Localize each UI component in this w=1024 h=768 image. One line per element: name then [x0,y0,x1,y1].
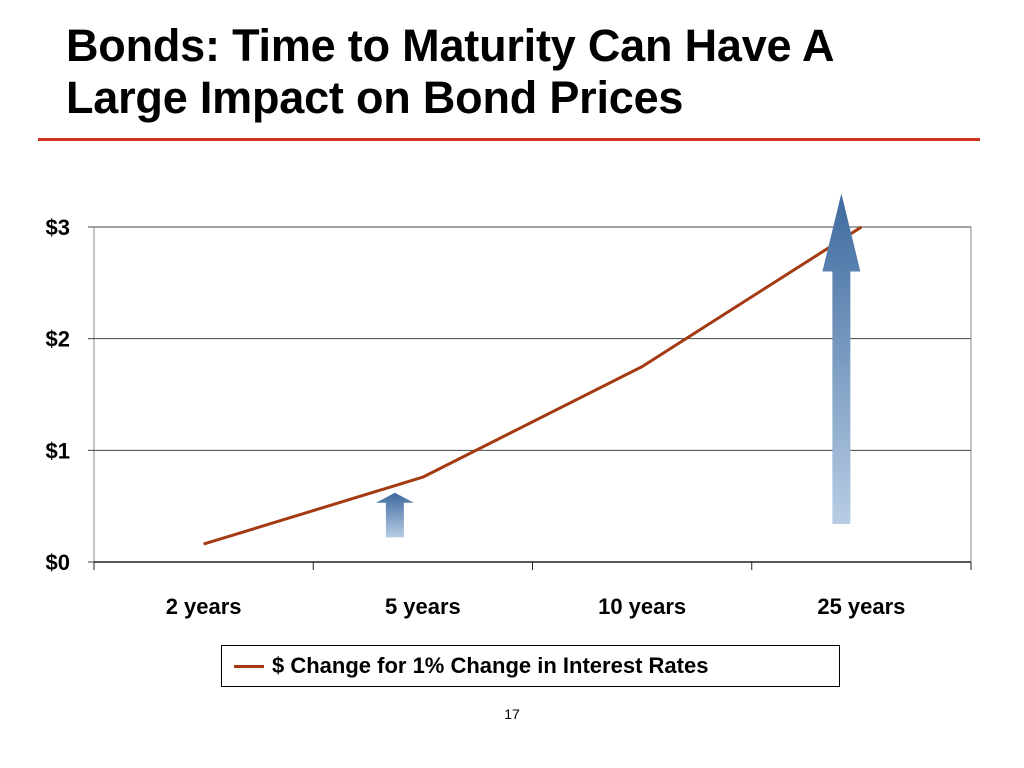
y-tick-label: $1 [46,438,70,463]
y-tick-label: $2 [46,327,70,352]
slide-title: Bonds: Time to Maturity Can Have A Large… [66,20,1006,124]
chart-legend: $ Change for 1% Change in Interest Rates [221,645,840,687]
slide-title-line-1: Bonds: Time to Maturity Can Have A [66,20,835,71]
title-divider [38,138,980,141]
legend-line-swatch [234,664,264,668]
up-arrow-annotation [375,492,414,538]
x-tick-label: 2 years [166,594,242,619]
legend-series-label: $ Change for 1% Change in Interest Rates [272,653,709,678]
x-tick-label: 25 years [817,594,905,619]
series-line [203,225,863,546]
slide-title-line-2: Large Impact on Bond Prices [66,72,684,123]
page-number: 17 [504,706,520,722]
x-tick-label: 10 years [598,594,686,619]
y-tick-label: $3 [46,215,70,240]
y-tick-label: $0 [46,550,70,575]
up-arrow-annotation [822,193,861,525]
x-tick-label: 5 years [385,594,461,619]
